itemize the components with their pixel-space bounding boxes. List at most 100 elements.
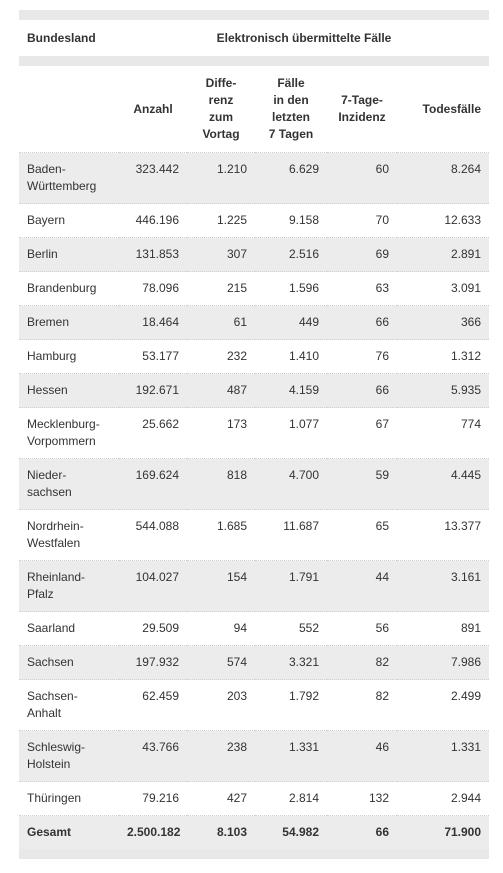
state-cell: Berlin [19,237,119,272]
number-cell: 154 [187,560,255,612]
state-cell: Sachsen- Anhalt [19,679,119,731]
column-header: 7-Tage- Inzidenz [338,93,386,124]
state-cell: Sachsen [19,645,119,680]
number-cell: 59 [327,458,397,510]
column-header: Fälle in den letzten 7 Tagen [268,76,314,141]
number-cell: 197.932 [119,645,187,680]
number-cell: 1.792 [255,679,327,731]
number-cell: 63 [327,271,397,306]
number-cell: 323.442 [119,152,187,204]
total-number: 66 [327,815,397,849]
table-row: Bayern 446.196 1.225 9.158 70 12.633 [19,203,490,238]
table-row: Hamburg 53.177 232 1.410 76 1.312 [19,339,490,374]
number-cell: 76 [327,339,397,374]
number-cell: 173 [187,407,255,459]
number-cell: 1.331 [397,730,490,782]
state-cell: Mecklenburg- Vorpommern [19,407,119,459]
number-cell: 4.445 [397,458,490,510]
number-cell: 3.161 [397,560,490,612]
number-cell: 203 [187,679,255,731]
number-cell: 4.700 [255,458,327,510]
number-cell: 78.096 [119,271,187,306]
total-label: Gesamt [19,815,119,849]
number-cell: 66 [327,373,397,408]
number-cell: 82 [327,645,397,680]
table-row: Sachsen- Anhalt 62.459 203 1.792 82 2.499 [19,679,490,731]
number-cell: 544.088 [119,509,187,561]
number-cell: 552 [255,611,327,646]
header-cell: Elektronisch übermittelte Fälle [216,30,392,45]
number-cell: 446.196 [119,203,187,238]
number-cell: 774 [397,407,490,459]
table-row: Brandenburg 78.096 215 1.596 63 3.091 [19,271,490,306]
column-header [19,66,119,153]
number-cell: 56 [327,611,397,646]
number-cell: 192.671 [119,373,187,408]
state-cell: Schleswig- Holstein [19,730,119,782]
state-cell: Nordrhein- Westfalen [19,509,119,561]
column-header: Diffe- renz zum Vortag [202,76,240,141]
number-cell: 574 [187,645,255,680]
number-cell: 29.509 [119,611,187,646]
state-cell: Thüringen [19,781,119,816]
top-bar [19,10,489,20]
column-header: Todesfälle [422,101,482,116]
header-row: Bundesland Elektronisch übermittelte Fäl… [19,20,489,56]
number-cell: 1.077 [255,407,327,459]
number-cell: 44 [327,560,397,612]
number-cell: 25.662 [119,407,187,459]
number-cell: 9.158 [255,203,327,238]
number-cell: 487 [187,373,255,408]
table-row: Saarland 29.509 94 552 56 891 [19,611,490,646]
number-cell: 13.377 [397,509,490,561]
number-cell: 62.459 [119,679,187,731]
table-row: Rheinland- Pfalz 104.027 154 1.791 44 3.161 [19,560,490,612]
state-cell: Nieder- sachsen [19,458,119,510]
table-row: Hessen 192.671 487 4.159 66 5.935 [19,373,490,408]
number-cell: 18.464 [119,305,187,340]
total-number: 2.500.182 [119,815,187,849]
number-cell: 215 [187,271,255,306]
number-cell: 2.944 [397,781,490,816]
number-cell: 7.986 [397,645,490,680]
number-cell: 4.159 [255,373,327,408]
table-row: Berlin 131.853 307 2.516 69 2.891 [19,237,490,272]
number-cell: 66 [327,305,397,340]
number-cell: 94 [187,611,255,646]
number-cell: 6.629 [255,152,327,204]
number-cell: 1.331 [255,730,327,782]
bottom-bar [19,849,489,859]
number-cell: 11.687 [255,509,327,561]
number-cell: 43.766 [119,730,187,782]
state-cell: Rheinland- Pfalz [19,560,119,612]
number-cell: 366 [397,305,490,340]
number-cell: 69 [327,237,397,272]
number-cell: 104.027 [119,560,187,612]
number-cell: 1.210 [187,152,255,204]
number-cell: 5.935 [397,373,490,408]
number-cell: 3.091 [397,271,490,306]
number-cell: 65 [327,509,397,561]
number-cell: 2.891 [397,237,490,272]
state-cell: Bremen [19,305,119,340]
total-row: Gesamt 2.500.182 8.103 54.982 66 71.900 [19,815,490,849]
number-cell: 2.814 [255,781,327,816]
number-cell: 12.633 [397,203,490,238]
number-cell: 1.685 [187,509,255,561]
table-row: Nieder- sachsen 169.624 818 4.700 59 4.445 [19,458,490,510]
table-row: Baden- Württemberg 323.442 1.210 6.629 60 8.2… [19,152,490,204]
table-wrap: Bundesland Elektronisch übermittelte Fäl… [19,10,490,859]
number-cell: 132 [327,781,397,816]
total-number: 71.900 [397,815,490,849]
state-cell: Hessen [19,373,119,408]
state-cell: Baden- Württemberg [19,152,119,204]
table-row: Thüringen 79.216 427 2.814 132 2.944 [19,781,490,816]
header-cell: Bundesland [27,30,96,45]
separator [19,56,490,66]
state-cell: Hamburg [19,339,119,374]
number-cell: 2.516 [255,237,327,272]
number-cell: 70 [327,203,397,238]
number-cell: 1.596 [255,271,327,306]
number-cell: 2.499 [397,679,490,731]
